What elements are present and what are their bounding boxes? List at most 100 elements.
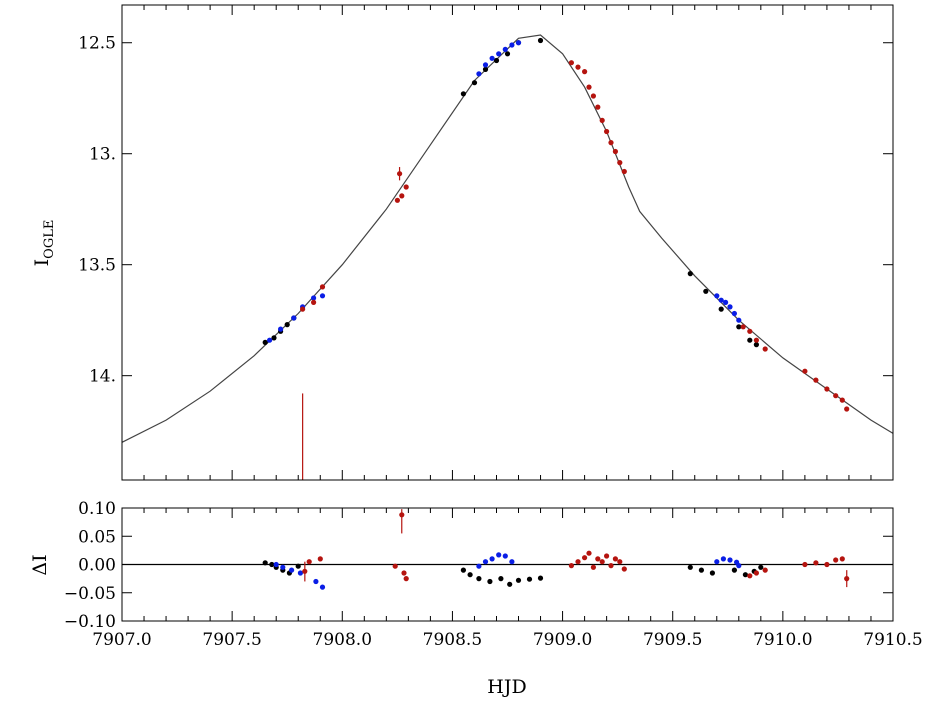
bottom-ytick-label-3: −0.05 <box>64 584 116 604</box>
x-tick-label-7: 7910.5 <box>863 630 922 650</box>
top-ytick-label-0: 12.5 <box>78 34 116 54</box>
bottom-series-0-point-17 <box>709 570 716 576</box>
top-series-2-point-22 <box>762 346 768 352</box>
top-series-0-point-13 <box>703 288 709 294</box>
top-series-1-point-10 <box>502 46 508 53</box>
top-series-2-point-13 <box>599 117 605 123</box>
top-series-2-point-20 <box>747 328 753 334</box>
top-series-1-point-16 <box>727 304 733 310</box>
bottom-series-0-point-11 <box>507 581 513 587</box>
top-series-0-point-8 <box>493 57 500 64</box>
bottom-series-2-point-5 <box>401 570 407 576</box>
top-series-2-point-6 <box>403 184 409 190</box>
bottom-series-1-point-7 <box>482 559 489 565</box>
top-series-2-point-18 <box>621 168 627 175</box>
bottom-series-2-point-15 <box>608 563 614 569</box>
bottom-series-0-point-19 <box>742 572 749 578</box>
bottom-series-2-point-19 <box>747 573 753 579</box>
model-curve <box>121 34 894 443</box>
bottom-plot-frame <box>121 507 894 622</box>
top-series-2-point-10 <box>586 84 592 90</box>
bottom-series-0-point-18 <box>731 567 738 573</box>
bottom-data-points <box>262 512 850 590</box>
top-series-1-point-4 <box>311 295 317 301</box>
bottom-series-2-point-2 <box>317 556 323 562</box>
top-series-2-point-7 <box>568 60 575 66</box>
top-series-2-point-5 <box>397 171 403 177</box>
x-tick-label-5: 7909.5 <box>643 630 702 650</box>
bottom-ytick-label-2: 0.00 <box>78 556 116 576</box>
top-series-2-point-8 <box>575 64 581 70</box>
top-series-2-point-4 <box>399 193 405 199</box>
top-series-1-point-11 <box>509 42 515 48</box>
top-series-2-point-24 <box>813 377 819 383</box>
bottom-series-2-point-20 <box>753 570 760 576</box>
bottom-series-1-point-4 <box>313 578 319 585</box>
bottom-series-2-point-7 <box>568 563 575 569</box>
bottom-series-0-point-10 <box>498 576 504 582</box>
bottom-series-2-point-16 <box>612 556 619 562</box>
x-tick-label-3: 7908.5 <box>423 630 482 650</box>
top-series-2-point-25 <box>824 386 830 392</box>
bottom-series-0-point-15 <box>687 564 693 570</box>
top-ytick-label-1: 13. <box>89 145 116 165</box>
bottom-series-2-point-18 <box>621 566 627 572</box>
bottom-series-1-point-6 <box>476 563 482 569</box>
top-series-0-point-9 <box>504 51 511 57</box>
bottom-series-0-point-0 <box>262 560 268 566</box>
bottom-series-1-point-2 <box>289 567 295 573</box>
bottom-y-axis-title: ΔI <box>29 554 51 575</box>
bottom-series-1-point-5 <box>319 584 326 590</box>
top-series-2-point-2 <box>319 284 326 290</box>
bottom-series-1-point-14 <box>727 557 733 563</box>
x-tick-label-4: 7909.0 <box>533 630 592 650</box>
top-series-0-point-16 <box>747 337 753 343</box>
bottom-series-2-point-26 <box>839 556 845 562</box>
top-series-2-point-17 <box>617 160 623 166</box>
bottom-series-2-point-8 <box>575 559 581 565</box>
top-series-0-point-3 <box>284 322 290 328</box>
top-series-0-point-12 <box>687 271 693 277</box>
bottom-series-1-point-3 <box>297 570 303 576</box>
top-ytick-label-2: 13.5 <box>78 256 116 276</box>
bottom-series-2-point-22 <box>802 561 808 568</box>
bottom-series-0-point-16 <box>698 567 705 573</box>
x-tick-label-2: 7908.0 <box>313 630 372 650</box>
top-series-2-point-23 <box>802 368 808 374</box>
top-series-1-point-12 <box>515 40 522 46</box>
bottom-series-0-point-1 <box>269 561 275 568</box>
top-y-axis-title: IOGLE <box>31 220 57 267</box>
top-series-1-point-18 <box>736 317 742 323</box>
top-series-2-point-27 <box>839 397 845 403</box>
bottom-series-1-point-10 <box>502 553 508 559</box>
top-series-0-point-7 <box>482 66 489 72</box>
bottom-error-bars <box>304 509 848 588</box>
top-series-2-point-1 <box>311 299 317 305</box>
x-tick-label-6: 7910.0 <box>753 630 812 650</box>
top-series-2-point-9 <box>582 69 588 75</box>
bottom-series-2-point-3 <box>392 563 398 569</box>
bottom-series-1-point-16 <box>736 563 742 569</box>
bottom-series-0-point-8 <box>476 576 482 582</box>
top-series-2-point-26 <box>833 393 839 399</box>
bottom-series-0-point-5 <box>295 563 301 569</box>
bottom-series-2-point-6 <box>403 576 409 582</box>
top-series-2-point-12 <box>595 104 601 110</box>
top-series-1-point-13 <box>714 293 720 299</box>
bottom-series-2-point-12 <box>595 556 601 562</box>
top-axis-ticks: 12.5 13. 13.5 14. <box>78 5 894 480</box>
top-series-1-point-1 <box>278 326 284 332</box>
bottom-series-2-point-25 <box>833 557 839 563</box>
bottom-series-2-point-4 <box>399 512 405 518</box>
top-series-1-point-0 <box>267 337 273 343</box>
top-series-2-point-21 <box>753 337 760 343</box>
bottom-series-2-point-17 <box>617 559 623 565</box>
top-series-1-point-9 <box>496 51 502 57</box>
bottom-series-2-point-0 <box>302 568 308 574</box>
top-series-1-point-5 <box>319 293 326 299</box>
bottom-series-2-point-10 <box>586 550 592 556</box>
x-tick-label-0: 7907.0 <box>92 630 151 650</box>
top-series-1-point-15 <box>723 299 729 305</box>
